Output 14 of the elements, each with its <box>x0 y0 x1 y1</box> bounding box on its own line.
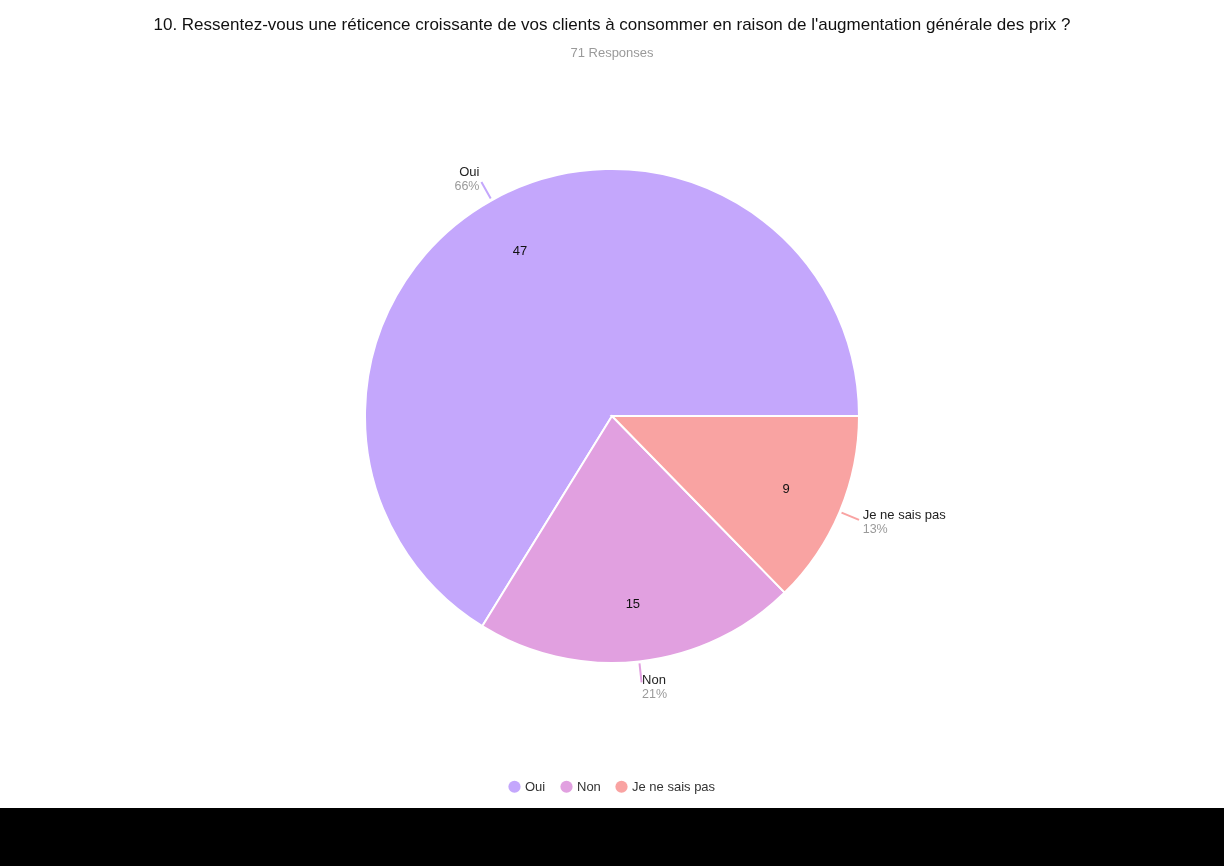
slice-label: Oui <box>459 164 480 180</box>
chart-title: 10. Ressentez-vous une réticence croissante de vos clients à consommer en raison de l'augmentation générale des prix ? <box>153 15 1071 34</box>
text: 66% <box>454 179 480 194</box>
chart-subtitle: 71 Responses <box>570 45 655 60</box>
slice-label: Je ne sais pas <box>862 507 947 523</box>
text: 21% <box>642 687 668 702</box>
legend-label: Oui <box>525 778 546 794</box>
legend-label: Non <box>577 778 601 794</box>
data-label: 9 <box>782 481 790 497</box>
data-label: 47 <box>512 242 528 258</box>
text: 13% <box>862 522 888 537</box>
slice-label: Non <box>642 672 666 688</box>
legend-label: Je ne sais pas <box>632 778 716 794</box>
data-label: 15 <box>625 595 641 611</box>
